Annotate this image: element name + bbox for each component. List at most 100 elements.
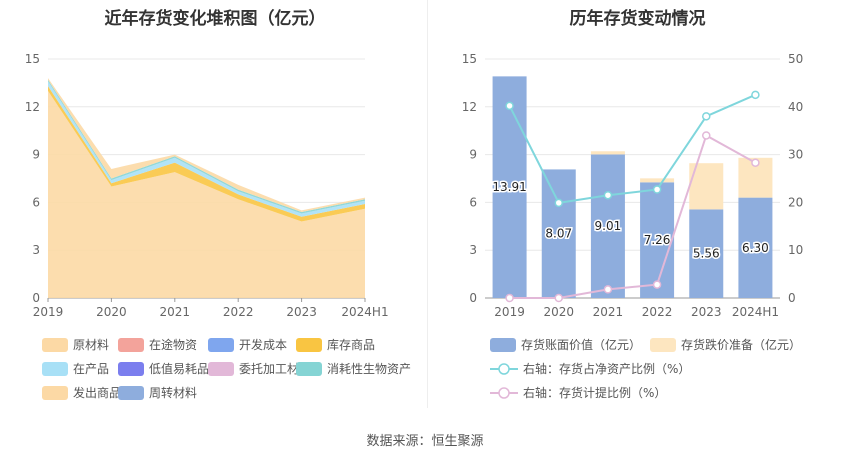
legend-swatch bbox=[42, 337, 68, 352]
x-tick-label: 2024H1 bbox=[732, 305, 779, 319]
legend-label: 原材料 bbox=[73, 338, 110, 352]
x-tick-label: 2023 bbox=[691, 305, 722, 319]
legend-item[interactable]: 开发成本 bbox=[208, 336, 287, 353]
legend-swatch bbox=[42, 361, 68, 376]
legend-swatch bbox=[650, 337, 676, 352]
y-tick-label: 12 bbox=[25, 100, 40, 114]
x-tick-label: 2023 bbox=[286, 305, 317, 319]
bar-value-label: 8.07 bbox=[545, 227, 572, 241]
legend-swatch bbox=[208, 361, 234, 376]
stacked-area-chart: 0 3 6 9 12 15 2019 2020 2021 2022 2023 2024H1 bbox=[25, 52, 389, 319]
y-right-tick-label: 30 bbox=[788, 148, 803, 162]
y-tick-label: 0 bbox=[32, 291, 40, 305]
line-net-asset-ratio-point bbox=[652, 185, 662, 194]
area-series-0 bbox=[48, 90, 365, 298]
legend-item[interactable]: 委托加工材料 bbox=[208, 360, 311, 377]
line-provision-ratio-point bbox=[751, 158, 760, 167]
x-tick-label: 2020 bbox=[543, 305, 574, 319]
line-net-asset-ratio-point bbox=[554, 198, 563, 208]
legend-item[interactable]: 消耗性生物资产 bbox=[296, 360, 411, 377]
y-right-tick-label: 20 bbox=[788, 195, 803, 209]
left-chart-title: 近年存货变化堆积图（亿元） bbox=[104, 9, 326, 29]
legend-item[interactable]: 库存商品 bbox=[296, 336, 375, 353]
y-tick-label: 3 bbox=[32, 243, 40, 257]
legend-label: 在产品 bbox=[73, 362, 110, 376]
legend-item[interactable]: 周转材料 bbox=[118, 384, 197, 401]
legend-swatch bbox=[42, 385, 68, 400]
legend-label: 存货跌价准备（亿元） bbox=[681, 338, 802, 352]
legend-swatch bbox=[118, 361, 144, 376]
y-tick-label: 15 bbox=[25, 52, 40, 66]
y-left-tick-label: 12 bbox=[462, 100, 477, 114]
y-right-tick-label: 50 bbox=[788, 52, 803, 66]
bar-value-label: 5.56 bbox=[693, 247, 720, 261]
y-tick-label: 9 bbox=[32, 148, 40, 162]
bar-book-value bbox=[590, 154, 625, 298]
y-left-tick-label: 9 bbox=[469, 148, 477, 162]
x-tick-label: 2022 bbox=[642, 305, 673, 319]
legend-swatch bbox=[296, 337, 322, 352]
legend-item[interactable]: 右轴：存货占净资产比例（%） bbox=[490, 360, 690, 377]
legend-item[interactable]: 发出商品 bbox=[42, 384, 121, 401]
legend-label: 右轴：存货占净资产比例（%） bbox=[523, 362, 691, 376]
line-provision-ratio-point bbox=[702, 131, 711, 140]
data-source: 数据来源：恒生聚源 bbox=[366, 434, 484, 449]
line-net-asset-ratio-point bbox=[702, 112, 711, 121]
bar-book-value bbox=[492, 76, 527, 298]
legend-item[interactable]: 存货账面价值（亿元） bbox=[490, 336, 641, 353]
legend-item[interactable]: 存货跌价准备（亿元） bbox=[650, 336, 801, 353]
y-tick-label: 6 bbox=[32, 195, 40, 209]
legend-item[interactable]: 右轴：存货计提比例（%） bbox=[490, 384, 666, 401]
legend-swatch bbox=[208, 337, 234, 352]
panel-divider bbox=[427, 0, 428, 408]
line-provision-ratio bbox=[509, 134, 756, 299]
line-provision-ratio-point bbox=[603, 285, 613, 294]
line-net-asset-ratio-point bbox=[603, 190, 613, 200]
y-right-tick-label: 40 bbox=[788, 100, 803, 114]
legend-label: 在途物资 bbox=[149, 338, 198, 352]
line-provision-ratio-point bbox=[652, 280, 662, 289]
line-provision-ratio-point bbox=[554, 293, 563, 303]
bar-provision bbox=[640, 178, 675, 183]
legend-swatch bbox=[118, 385, 144, 400]
y-right-tick-label: 10 bbox=[788, 243, 803, 257]
legend-item[interactable]: 低值易耗品 bbox=[118, 360, 209, 377]
legend-item[interactable]: 原材料 bbox=[42, 336, 109, 353]
legend-swatch bbox=[490, 337, 516, 352]
line-provision-ratio-point bbox=[505, 293, 514, 303]
y-left-tick-label: 3 bbox=[469, 243, 477, 257]
bar-book-value bbox=[689, 209, 724, 298]
y-left-tick-label: 6 bbox=[469, 195, 477, 209]
x-tick-label: 2024H1 bbox=[341, 305, 388, 319]
legend-label: 委托加工材料 bbox=[239, 362, 312, 376]
legend-label: 周转材料 bbox=[149, 386, 198, 400]
legend-label: 低值易耗品 bbox=[149, 362, 210, 376]
y-left-tick-label: 0 bbox=[469, 291, 477, 305]
legend-item[interactable]: 在途物资 bbox=[118, 336, 197, 353]
bar-value-label: 7.26 bbox=[644, 233, 671, 247]
x-tick-label: 2022 bbox=[223, 305, 254, 319]
legend-swatch bbox=[296, 361, 322, 376]
bar-value-label: 6.30 bbox=[742, 241, 769, 255]
inventory-bar-line-chart: 0 3 6 9 12 15 0 10 20 30 40 50 2019 2020 2021 2022 2023 2… bbox=[462, 52, 804, 319]
legend-item[interactable]: 在产品 bbox=[42, 360, 109, 377]
bar-provision bbox=[590, 151, 625, 155]
legend-label: 开发成本 bbox=[239, 338, 288, 352]
legend-swatch bbox=[490, 386, 518, 399]
legend-swatch bbox=[490, 362, 518, 375]
x-tick-label: 2021 bbox=[593, 305, 624, 319]
bar-book-value bbox=[738, 197, 773, 298]
right-chart-title: 历年存货变动情况 bbox=[569, 9, 706, 29]
bar-value-label: 9.01 bbox=[595, 219, 622, 233]
bar-value-label: 13.91 bbox=[492, 180, 526, 194]
line-net-asset-ratio-point bbox=[505, 101, 514, 111]
line-net-asset-ratio-point bbox=[751, 90, 760, 100]
bar-book-value bbox=[640, 182, 675, 298]
x-tick-label: 2021 bbox=[160, 305, 191, 319]
legend-label: 消耗性生物资产 bbox=[327, 362, 412, 376]
x-tick-label: 2020 bbox=[96, 305, 127, 319]
bar-book-value bbox=[541, 169, 576, 298]
legend-label: 右轴：存货计提比例（%） bbox=[523, 386, 667, 400]
y-right-tick-label: 0 bbox=[788, 291, 796, 305]
x-tick-label: 2019 bbox=[494, 305, 525, 319]
